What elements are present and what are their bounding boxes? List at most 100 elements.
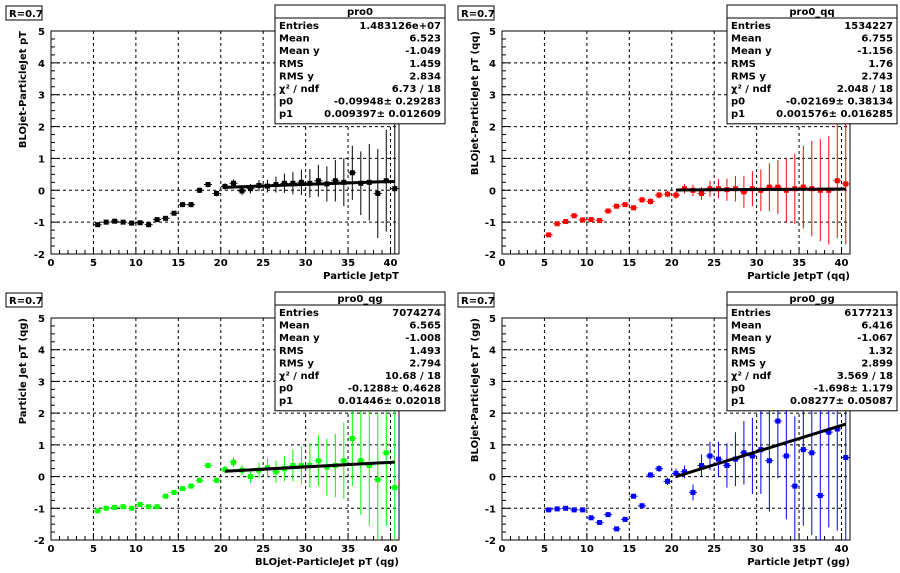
data-point <box>180 202 186 208</box>
data-point <box>315 458 321 464</box>
x-tick-label: 15 <box>171 544 185 555</box>
y-tick-label: -1 <box>485 218 496 229</box>
data-point <box>656 466 662 472</box>
pad-label: R=0.7 <box>9 9 43 20</box>
stats-box-frame <box>274 291 446 412</box>
x-tick-label: 15 <box>171 258 185 269</box>
data-point <box>605 208 611 214</box>
y-tick-label: 0 <box>489 473 496 484</box>
data-point <box>180 486 186 492</box>
data-point <box>341 458 347 464</box>
data-point <box>834 426 840 432</box>
data-point <box>112 218 118 224</box>
stats-row-label: p1 <box>731 109 745 120</box>
y-tick-label: -1 <box>34 218 45 229</box>
y-tick-label: 3 <box>489 91 496 102</box>
stats-row-value: -1.049 <box>405 46 441 57</box>
stats-row-label: p0 <box>279 97 293 108</box>
stats-box: pro0_qg Entries 7074274 Mean 6.565 Mean y -1.0… <box>274 291 446 412</box>
data-point <box>665 478 671 484</box>
x-tick-label: 35 <box>792 258 806 269</box>
data-point <box>681 469 687 475</box>
x-tick-label: 5 <box>541 544 548 555</box>
data-point <box>154 504 160 510</box>
chart-panel-3: 0 5 10 15 20 25 30 35 40 -2 -1 0 1 2 3 4 5 BLOjet-Particl… <box>5 291 446 568</box>
y-tick-label: 1 <box>489 154 496 165</box>
data-point <box>800 447 806 453</box>
data-point <box>103 219 109 225</box>
pad-label: R=0.7 <box>461 9 495 20</box>
y-tick-label: 3 <box>38 377 45 388</box>
x-tick-label: 15 <box>622 544 636 555</box>
stats-box-title: pro0 <box>347 7 373 18</box>
data-point <box>622 516 628 522</box>
data-point <box>648 472 654 478</box>
pad-label-box <box>457 292 495 308</box>
data-point <box>103 505 109 511</box>
data-point <box>214 190 220 196</box>
y-tick-label: 4 <box>489 59 496 70</box>
data-point <box>120 219 126 225</box>
y-tick-label: -2 <box>34 250 45 261</box>
stats-row-label: χ² / ndf <box>731 84 772 95</box>
data-point <box>775 184 781 190</box>
stats-row-label: RMS y <box>731 358 766 369</box>
data-point <box>571 507 577 513</box>
data-point <box>230 459 236 465</box>
stats-row-value: -1.156 <box>857 46 893 57</box>
y-tick-label: 2 <box>38 409 45 420</box>
data-point <box>205 182 211 188</box>
stats-row-value: 1.493 <box>409 346 441 357</box>
chart-panel-2: 0 5 10 15 20 25 30 35 40 -2 -1 0 1 2 3 4 5 Particle JetpT… <box>457 4 898 282</box>
stats-box-frame <box>726 4 898 125</box>
data-point <box>163 215 169 221</box>
data-point <box>554 506 560 512</box>
y-tick-label: 5 <box>38 27 45 38</box>
data-point <box>580 507 586 513</box>
data-point <box>665 191 671 197</box>
stats-row-value: -0.09948± 0.29283 <box>334 97 441 108</box>
data-point <box>112 504 118 510</box>
data-point <box>817 493 823 499</box>
data-point <box>597 520 603 526</box>
y-tick-label: 0 <box>38 473 45 484</box>
stats-row-label: Mean y <box>279 333 320 344</box>
stats-row-value: 6.73 / 18 <box>392 84 441 95</box>
fit-line <box>224 179 395 189</box>
data-point <box>639 503 645 509</box>
stats-row-label: RMS <box>731 59 756 70</box>
y-tick-label: 0 <box>489 186 496 197</box>
stats-row-value: -1.698± 1.179 <box>814 384 893 395</box>
data-point <box>188 483 194 489</box>
stats-row-value: 2.743 <box>861 71 893 82</box>
stats-row-label: RMS y <box>279 358 314 369</box>
y-tick-label: 0 <box>38 186 45 197</box>
stats-row-value: 6.565 <box>409 321 441 332</box>
data-point <box>843 181 849 187</box>
data-point <box>290 180 296 186</box>
stats-row-label: Mean <box>731 34 762 45</box>
stats-row-label: Mean y <box>279 46 320 57</box>
data-point <box>809 450 815 456</box>
stats-row-label: χ² / ndf <box>731 371 772 382</box>
x-tick-label: 15 <box>622 258 636 269</box>
data-point <box>137 220 143 226</box>
stats-row-value: 2.794 <box>409 358 441 369</box>
y-tick-label: 5 <box>489 314 496 325</box>
data-point <box>171 210 177 216</box>
x-tick-label: 20 <box>665 258 679 269</box>
data-point <box>214 477 220 483</box>
stats-row-value: 10.68 / 18 <box>385 371 441 382</box>
y-tick-label: 3 <box>38 91 45 102</box>
y-tick-label: 5 <box>38 314 45 325</box>
data-point <box>95 222 101 228</box>
y-tick-label: 1 <box>38 154 45 165</box>
data-point <box>648 198 654 204</box>
fit-line <box>224 460 395 473</box>
x-tick-label: 35 <box>341 258 355 269</box>
stats-row-value: 1.32 <box>868 346 893 357</box>
x-tick-label: 20 <box>214 544 228 555</box>
stats-row-value: 2.834 <box>409 71 441 82</box>
data-point <box>188 202 194 208</box>
y-tick-label: 1 <box>489 441 496 452</box>
